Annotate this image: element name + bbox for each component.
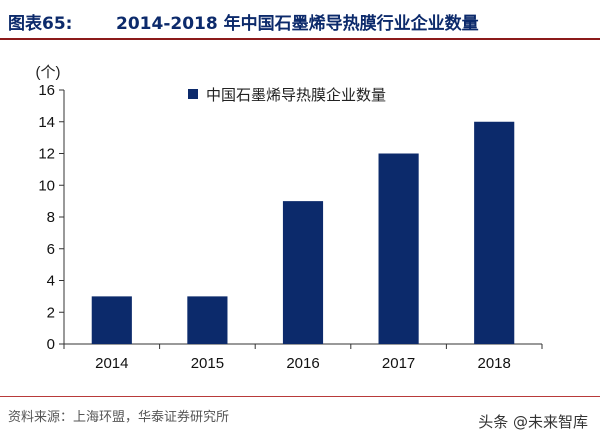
- watermark-text: 头条 @未来智库: [478, 413, 588, 431]
- bar-2015: [187, 296, 228, 344]
- y-tick-label: 10: [38, 177, 55, 194]
- x-tick-label: 2016: [286, 355, 319, 372]
- x-tick-label: 2017: [382, 355, 415, 372]
- y-tick-label: 2: [47, 304, 55, 321]
- legend-swatch: [188, 89, 198, 99]
- x-tick-label: 2015: [191, 355, 224, 372]
- header-divider: [0, 38, 600, 40]
- chart-title: 2014-2018 年中国石墨烯导热膜行业企业数量: [116, 14, 479, 34]
- y-tick-label: 4: [47, 273, 55, 290]
- y-tick-label: 8: [47, 209, 55, 226]
- x-tick-label: 2018: [478, 355, 511, 372]
- y-tick-label: 16: [38, 82, 55, 99]
- bar-2017: [378, 153, 419, 344]
- footer-divider: [0, 396, 600, 397]
- chart-area: (个) 0 2 4 6 8 10 12 14 16 2014 2015 2016 2017 2018 中国石墨…: [0, 44, 600, 394]
- figure-header: 图表65: 2014-2018 年中国石墨烯导热膜行业企业数量: [0, 0, 600, 44]
- y-tick-label: 6: [47, 241, 55, 258]
- bar-chart: (个) 0 2 4 6 8 10 12 14 16 2014 2015 2016 2017 2018 中国石墨…: [36, 64, 543, 372]
- y-tick-label: 0: [47, 336, 55, 353]
- legend-label: 中国石墨烯导热膜企业数量: [206, 86, 386, 104]
- bar-2016: [282, 201, 324, 344]
- x-tick-label: 2014: [95, 355, 128, 372]
- y-tick-label: 14: [38, 114, 55, 131]
- bar-2018: [474, 121, 515, 344]
- y-tick-label: 12: [38, 146, 55, 163]
- bar-2014: [91, 296, 132, 344]
- source-note: 资料来源：上海环盟，华泰证券研究所: [8, 410, 230, 425]
- y-axis-label: (个): [36, 64, 61, 81]
- figure-label: 图表65:: [8, 14, 73, 34]
